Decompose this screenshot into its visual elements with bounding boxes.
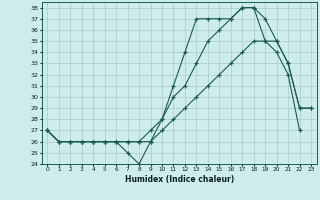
X-axis label: Humidex (Indice chaleur): Humidex (Indice chaleur) (124, 175, 234, 184)
